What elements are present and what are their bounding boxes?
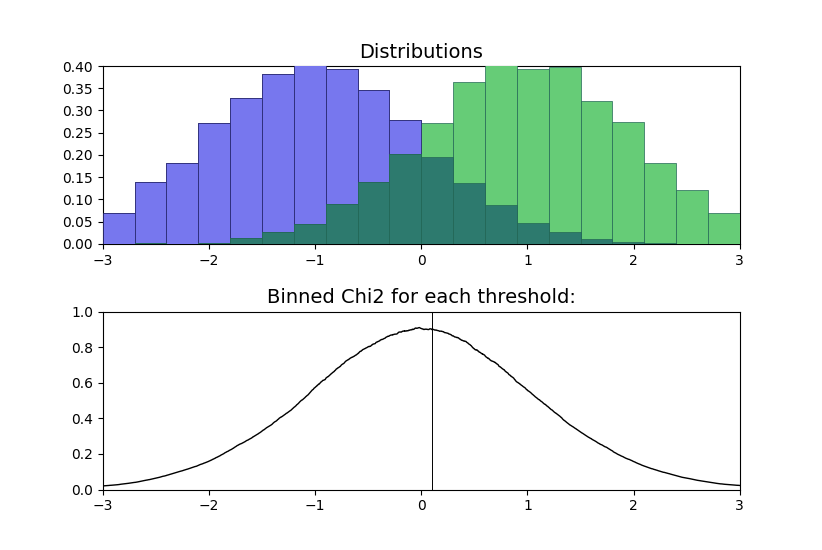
- Bar: [549, 67, 580, 244]
- Bar: [517, 223, 548, 244]
- Bar: [453, 183, 485, 244]
- Bar: [230, 238, 262, 244]
- Bar: [326, 204, 358, 244]
- Bar: [135, 182, 166, 244]
- Bar: [326, 69, 358, 244]
- Title: Binned Chi2 for each threshold:: Binned Chi2 for each threshold:: [267, 288, 575, 307]
- Bar: [358, 90, 390, 244]
- Bar: [612, 122, 644, 244]
- Bar: [390, 120, 421, 244]
- Bar: [262, 232, 294, 244]
- Bar: [166, 163, 198, 244]
- Bar: [421, 123, 453, 244]
- Bar: [198, 123, 230, 244]
- Bar: [644, 243, 676, 244]
- Bar: [390, 153, 421, 244]
- Bar: [230, 98, 262, 244]
- Bar: [453, 183, 485, 244]
- Bar: [580, 239, 612, 244]
- Bar: [326, 204, 358, 244]
- Title: Distributions: Distributions: [359, 43, 483, 62]
- Bar: [262, 232, 294, 244]
- Bar: [294, 54, 326, 244]
- Bar: [358, 182, 390, 244]
- Bar: [644, 243, 676, 244]
- Bar: [390, 153, 421, 244]
- Bar: [612, 241, 644, 244]
- Bar: [549, 232, 580, 244]
- Bar: [103, 213, 135, 244]
- Bar: [549, 232, 580, 244]
- Bar: [676, 190, 708, 244]
- Bar: [294, 224, 326, 244]
- Bar: [198, 123, 230, 244]
- Bar: [421, 157, 453, 244]
- Bar: [262, 232, 294, 244]
- Bar: [230, 98, 262, 244]
- Bar: [517, 223, 548, 244]
- Bar: [644, 163, 676, 244]
- Bar: [612, 241, 644, 244]
- Bar: [294, 224, 326, 244]
- Bar: [326, 204, 358, 244]
- Bar: [326, 69, 358, 244]
- Bar: [262, 74, 294, 244]
- Bar: [198, 243, 230, 244]
- Bar: [390, 120, 421, 244]
- Bar: [135, 182, 166, 244]
- Bar: [485, 205, 517, 244]
- Bar: [198, 243, 230, 244]
- Bar: [485, 60, 517, 244]
- Bar: [453, 81, 485, 244]
- Bar: [198, 243, 230, 244]
- Bar: [485, 205, 517, 244]
- Bar: [230, 238, 262, 244]
- Bar: [294, 224, 326, 244]
- Bar: [580, 101, 612, 244]
- Bar: [230, 238, 262, 244]
- Bar: [358, 182, 390, 244]
- Bar: [166, 163, 198, 244]
- Bar: [390, 153, 421, 244]
- Bar: [103, 213, 135, 244]
- Bar: [580, 239, 612, 244]
- Bar: [294, 54, 326, 244]
- Bar: [358, 182, 390, 244]
- Bar: [262, 74, 294, 244]
- Bar: [421, 157, 453, 244]
- Bar: [517, 69, 548, 244]
- Bar: [708, 213, 740, 244]
- Bar: [358, 90, 390, 244]
